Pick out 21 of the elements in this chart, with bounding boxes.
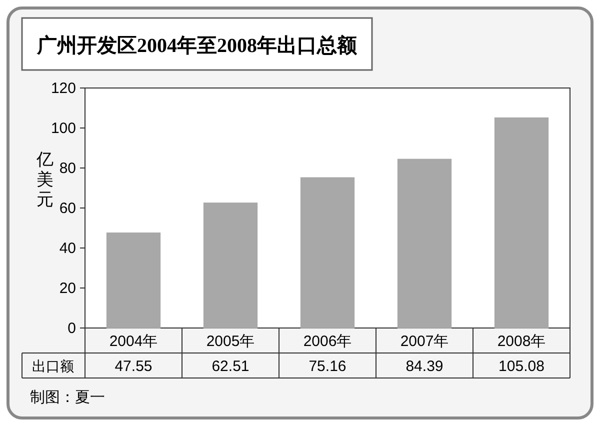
y-tick-label: 120 [50,80,76,97]
x-tick-label: 2005年 [206,333,255,350]
x-tick-label: 2007年 [400,333,449,350]
x-tick-label: 2008年 [497,333,546,350]
y-tick-label: 100 [50,120,76,137]
data-label: 84.39 [406,358,444,375]
chart-title: 广州开发区2004年至2008年出口总额 [36,34,358,57]
data-label: 47.55 [114,358,152,375]
y-tick-label: 0 [68,320,76,337]
y-tick-label: 80 [59,160,76,177]
y-axis-title: 亿美元 [36,150,54,209]
x-tick-label: 2004年 [109,333,158,350]
y-tick-label: 60 [59,200,76,217]
text: 出口额 [32,358,74,374]
data-label: 62.51 [212,358,250,375]
data-label: 75.16 [308,358,346,375]
x-tick-label: 2006年 [303,333,352,350]
y-tick-label: 20 [59,280,76,297]
y-tick-label: 40 [59,240,76,257]
text: 制图：夏一 [30,389,105,406]
data-label: 105.08 [498,358,544,375]
